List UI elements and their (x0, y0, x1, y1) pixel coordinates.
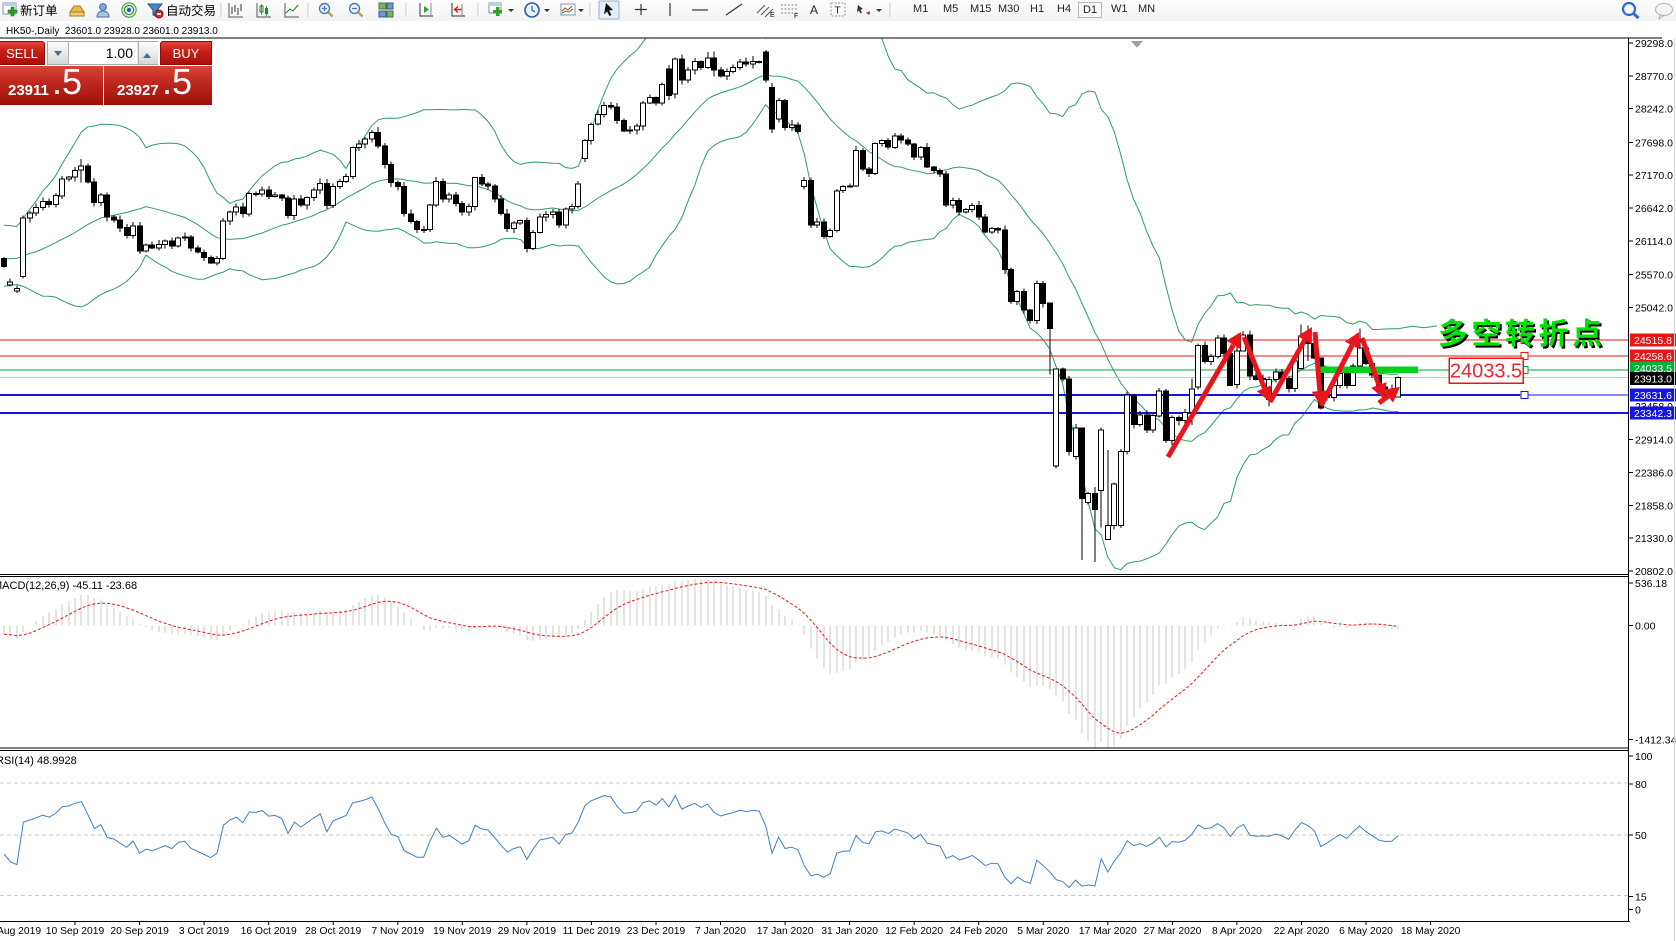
svg-text:5 Mar 2020: 5 Mar 2020 (1017, 926, 1069, 937)
svg-text:A: A (810, 3, 818, 17)
svg-text:50: 50 (1635, 830, 1647, 842)
svg-text:23913.0: 23913.0 (1634, 374, 1672, 386)
svg-text:22386.0: 22386.0 (1635, 468, 1673, 480)
svg-text:11 Dec 2019: 11 Dec 2019 (563, 926, 621, 937)
svg-text:28770.0: 28770.0 (1635, 71, 1673, 83)
svg-text:17 Jan 2020: 17 Jan 2020 (757, 926, 814, 937)
svg-text:26114.0: 26114.0 (1635, 236, 1672, 248)
svg-text:28242.0: 28242.0 (1635, 104, 1673, 116)
svg-text:HK50-,Daily 23601.0 23928.0 2: HK50-,Daily 23601.0 23928.0 23601.0 2391… (6, 26, 218, 37)
svg-text:23 Dec 2019: 23 Dec 2019 (627, 926, 686, 937)
svg-text:27 Mar 2020: 27 Mar 2020 (1143, 926, 1201, 937)
svg-text:20802.0: 20802.0 (1635, 566, 1673, 578)
svg-text:7 Jan 2020: 7 Jan 2020 (695, 926, 746, 937)
svg-text:22 Apr 2020: 22 Apr 2020 (1274, 926, 1330, 937)
svg-text:80: 80 (1635, 779, 1647, 791)
svg-text:29 Nov 2019: 29 Nov 2019 (498, 926, 557, 937)
svg-text:-1412.34: -1412.34 (1635, 735, 1676, 747)
svg-text:24 Feb 2020: 24 Feb 2020 (950, 926, 1008, 937)
svg-text:15: 15 (1635, 891, 1647, 903)
svg-text:24515.8: 24515.8 (1634, 335, 1672, 347)
svg-text:29298.0: 29298.0 (1635, 38, 1673, 50)
svg-text:0.00: 0.00 (1635, 621, 1656, 633)
svg-text:24033.5: 24033.5 (1450, 361, 1522, 383)
svg-text:8 Apr 2020: 8 Apr 2020 (1212, 926, 1262, 937)
svg-text:T: T (835, 6, 841, 17)
svg-text:25570.0: 25570.0 (1635, 270, 1673, 282)
svg-text:18 May 2020: 18 May 2020 (1401, 926, 1461, 937)
svg-text:20 Sep 2019: 20 Sep 2019 (110, 926, 169, 937)
svg-text:23631.6: 23631.6 (1634, 390, 1672, 402)
svg-text:19 Nov 2019: 19 Nov 2019 (433, 926, 492, 937)
svg-text:25042.0: 25042.0 (1635, 303, 1673, 315)
svg-text:100: 100 (1635, 751, 1653, 763)
svg-text:22914.0: 22914.0 (1635, 435, 1673, 447)
svg-text:27170.0: 27170.0 (1635, 170, 1673, 182)
svg-text:RSI(14) 48.9928: RSI(14) 48.9928 (0, 755, 77, 767)
svg-text:27698.0: 27698.0 (1635, 137, 1673, 149)
svg-text:F: F (794, 13, 798, 20)
svg-text:21858.0: 21858.0 (1635, 500, 1673, 512)
svg-text:536.18: 536.18 (1635, 578, 1667, 590)
svg-text:23342.3: 23342.3 (1634, 408, 1672, 420)
svg-text:21330.0: 21330.0 (1635, 533, 1673, 545)
svg-text:Aug 2019: Aug 2019 (0, 926, 41, 937)
svg-text:31 Jan 2020: 31 Jan 2020 (821, 926, 878, 937)
svg-text:0: 0 (1635, 904, 1641, 916)
svg-text:3 Oct 2019: 3 Oct 2019 (179, 926, 230, 937)
svg-text:16 Oct 2019: 16 Oct 2019 (241, 926, 297, 937)
svg-text:17 Mar 2020: 17 Mar 2020 (1079, 926, 1137, 937)
svg-text:MACD(12,26,9) -45.11 -23.68: MACD(12,26,9) -45.11 -23.68 (0, 580, 137, 592)
svg-text:7 Nov 2019: 7 Nov 2019 (371, 926, 424, 937)
svg-text:6 May 2020: 6 May 2020 (1339, 926, 1393, 937)
svg-text:28 Oct 2019: 28 Oct 2019 (305, 926, 361, 937)
svg-text:24258.6: 24258.6 (1634, 351, 1672, 363)
svg-text:E: E (770, 12, 775, 19)
svg-text:26642.0: 26642.0 (1635, 203, 1673, 215)
svg-text:10 Sep 2019: 10 Sep 2019 (46, 926, 105, 937)
svg-text:12 Feb 2020: 12 Feb 2020 (885, 926, 943, 937)
